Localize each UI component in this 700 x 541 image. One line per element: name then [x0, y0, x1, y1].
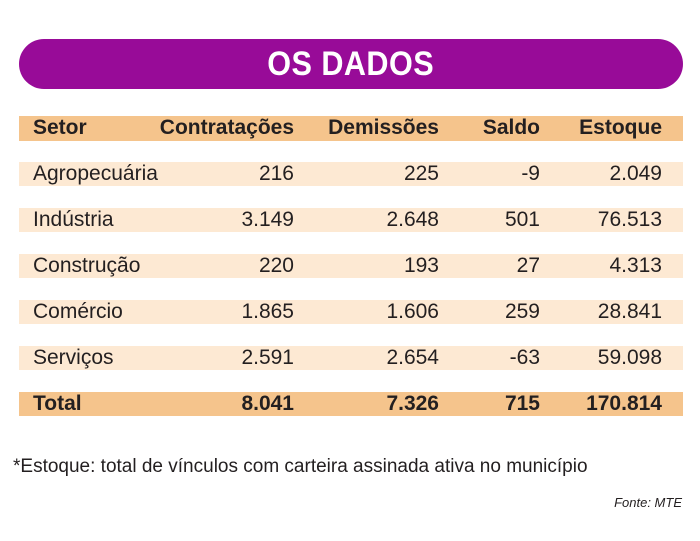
header-demissoes: Demissões [328, 116, 439, 139]
cell-saldo: 27 [516, 254, 540, 277]
header-estoque: Estoque [579, 116, 662, 139]
cell-setor: Indústria [33, 208, 114, 231]
cell-setor: Construção [33, 254, 141, 277]
page-title: OS DADOS [267, 44, 435, 83]
source-credit: Fonte: MTE [614, 495, 682, 510]
table-row: Comércio 1.865 1.606 259 28.841 [19, 300, 683, 324]
cell-demissoes: 1.606 [386, 300, 439, 323]
table-row: Indústria 3.149 2.648 501 76.513 [19, 208, 683, 232]
header-saldo: Saldo [482, 116, 540, 139]
cell-demissoes: 193 [403, 254, 439, 277]
cell-saldo: -9 [521, 162, 540, 185]
cell-demissoes: 2.654 [386, 346, 439, 369]
cell-setor: Comércio [33, 300, 123, 323]
header-setor: Setor [33, 116, 87, 139]
cell-setor: Serviços [33, 346, 114, 369]
data-table: Setor Contratações Demissões Saldo Estoq… [19, 116, 683, 438]
title-banner: OS DADOS [19, 39, 683, 89]
total-demissoes: 7.326 [386, 392, 439, 415]
footnote: *Estoque: total de vínculos com carteira… [13, 456, 588, 477]
cell-estoque: 28.841 [597, 300, 662, 323]
cell-contratacoes: 216 [258, 162, 294, 185]
cell-estoque: 2.049 [609, 162, 662, 185]
total-estoque: 170.814 [586, 392, 662, 415]
table-row: Construção 220 193 27 4.313 [19, 254, 683, 278]
cell-demissoes: 2.648 [386, 208, 439, 231]
cell-contratacoes: 1.865 [241, 300, 294, 323]
cell-contratacoes: 3.149 [241, 208, 294, 231]
table-row: Serviços 2.591 2.654 -63 59.098 [19, 346, 683, 370]
total-label: Total [33, 392, 82, 415]
cell-estoque: 59.098 [597, 346, 662, 369]
table-header-row: Setor Contratações Demissões Saldo Estoq… [19, 116, 683, 141]
table-total-row: Total 8.041 7.326 715 170.814 [19, 392, 683, 416]
header-contratacoes: Contratações [159, 116, 294, 139]
cell-saldo: 501 [504, 208, 540, 231]
cell-contratacoes: 220 [258, 254, 294, 277]
total-saldo: 715 [504, 392, 540, 415]
cell-contratacoes: 2.591 [241, 346, 294, 369]
cell-estoque: 76.513 [597, 208, 662, 231]
cell-setor: Agropecuária [33, 162, 158, 185]
cell-saldo: 259 [504, 300, 540, 323]
cell-demissoes: 225 [403, 162, 439, 185]
table-row: Agropecuária 216 225 -9 2.049 [19, 162, 683, 186]
cell-estoque: 4.313 [609, 254, 662, 277]
cell-saldo: -63 [509, 346, 540, 369]
total-contratacoes: 8.041 [241, 392, 294, 415]
